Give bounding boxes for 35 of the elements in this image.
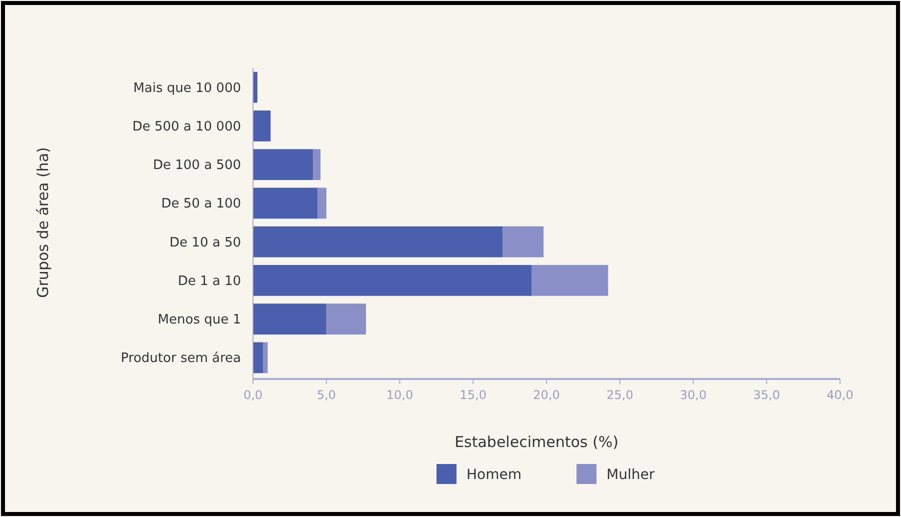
bar — [253, 188, 318, 219]
y-tick-label: Produtor sem área — [120, 351, 241, 366]
x-tick-label: 0,0 — [243, 388, 263, 402]
bar — [318, 188, 326, 219]
x-tick-label: 10,0 — [386, 388, 414, 402]
y-tick-label: De 10 a 50 — [170, 235, 241, 250]
bar — [253, 72, 258, 103]
y-tick-label: De 500 a 10 000 — [132, 119, 241, 134]
bar — [253, 304, 326, 335]
y-axis-title: Grupos de área (ha) — [34, 147, 52, 298]
x-tick-label: 35,0 — [753, 388, 780, 402]
legend-label: Homem — [466, 466, 522, 483]
x-tick-label: 30,0 — [680, 388, 707, 402]
legend-label: Mulher — [606, 466, 655, 483]
bar — [253, 110, 271, 142]
y-tick-label: De 50 a 100 — [161, 196, 241, 212]
bar — [253, 264, 532, 296]
bar — [253, 149, 314, 180]
bar — [253, 342, 264, 374]
y-tick-label: De 100 a 500 — [153, 158, 241, 174]
bar — [502, 226, 544, 258]
y-tick-label: Menos que 1 — [158, 312, 241, 328]
x-tick-label: 5,0 — [316, 388, 336, 402]
x-axis-title: Estabelecimentos (%) — [454, 433, 618, 451]
x-tick-label: 20,0 — [533, 388, 560, 402]
bar — [532, 264, 608, 296]
y-tick-label: De 1 a 10 — [178, 274, 241, 289]
bar — [263, 342, 268, 374]
bar — [326, 304, 366, 335]
bar — [253, 226, 502, 258]
y-tick-label: Mais que 10 000 — [133, 80, 241, 96]
x-tick-label: 15,0 — [460, 388, 486, 402]
bar — [313, 149, 321, 180]
x-tick-label: 40,0 — [826, 388, 854, 402]
x-tick-label: 25,0 — [606, 388, 634, 402]
